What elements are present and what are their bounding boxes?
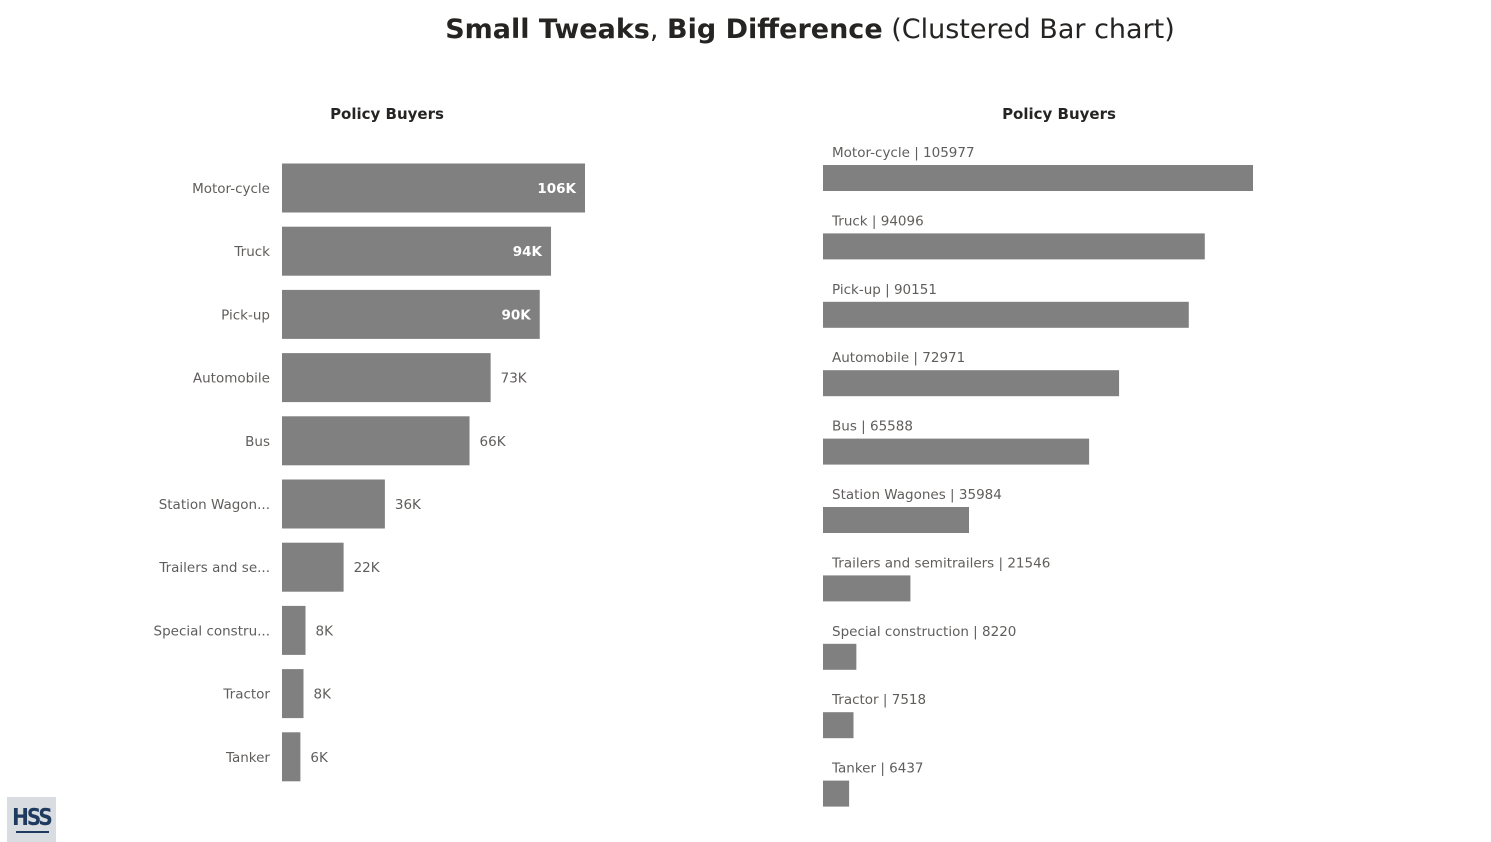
hss-logo: HSS <box>7 797 56 842</box>
logo-text: HSS <box>12 803 53 831</box>
bar <box>282 732 301 782</box>
data-label: 94K <box>513 244 543 260</box>
data-label: Tractor | 7518 <box>831 692 926 708</box>
page-title: Small Tweaks, Big Difference (Clustered … <box>0 14 1491 45</box>
bar <box>823 780 850 807</box>
data-label: 106K <box>537 181 576 197</box>
data-label: 73K <box>501 371 528 387</box>
category-label: Tractor <box>222 687 270 703</box>
data-label: Motor-cycle | 105977 <box>832 145 975 161</box>
data-label: Special construction | 8220 <box>832 624 1016 640</box>
category-label: Bus <box>245 434 270 450</box>
data-label: Automobile | 72971 <box>832 350 965 366</box>
bar <box>823 438 1090 465</box>
category-label: Trailers and se... <box>158 560 270 576</box>
data-label: Trailers and semitrailers | 21546 <box>831 555 1050 571</box>
category-label: Pick-up <box>221 307 270 323</box>
left-bar-chart: Policy Buyers Motor-cycle 106K Truck 94K Pick… <box>154 105 585 782</box>
data-label: 66K <box>480 434 507 450</box>
bar <box>823 643 857 670</box>
title-part-1: Small Tweaks <box>445 14 650 45</box>
bar <box>282 542 344 592</box>
category-label: Motor-cycle <box>192 181 270 197</box>
category-label: Truck <box>233 244 270 260</box>
data-label: 8K <box>316 623 335 639</box>
bar <box>823 575 911 602</box>
category-label: Automobile <box>193 371 270 387</box>
bar <box>282 669 304 719</box>
bar <box>823 301 1189 328</box>
bar <box>823 165 1253 191</box>
left-chart-title: Policy Buyers <box>330 105 444 123</box>
title-part-2: Big Difference <box>667 14 883 45</box>
logo-underline <box>16 831 49 833</box>
bar <box>282 353 491 403</box>
bar <box>282 289 540 339</box>
data-label: 22K <box>354 560 381 576</box>
bar <box>823 233 1205 260</box>
data-label: 90K <box>502 307 532 323</box>
bar <box>282 479 385 529</box>
data-label: 8K <box>313 687 332 703</box>
data-label: Bus | 65588 <box>832 419 913 435</box>
data-label: 36K <box>395 497 422 513</box>
right-chart-title: Policy Buyers <box>1002 105 1116 123</box>
bar <box>282 605 306 655</box>
title-part-3: (Clustered Bar chart) <box>882 14 1175 45</box>
bar <box>823 370 1120 397</box>
data-label: 6K <box>310 750 329 766</box>
data-label: Pick-up | 90151 <box>832 282 937 298</box>
category-label: Special constru... <box>154 623 270 639</box>
category-label: Tanker <box>225 750 270 766</box>
data-label: Station Wagones | 35984 <box>832 487 1002 503</box>
bar <box>823 712 854 739</box>
data-label: Truck | 94096 <box>831 213 924 229</box>
title-separator: , <box>649 14 668 45</box>
bar <box>823 507 970 533</box>
bar <box>282 226 552 276</box>
bar <box>282 163 585 213</box>
category-label: Station Wagon... <box>159 497 270 513</box>
data-label: Tanker | 6437 <box>831 761 924 777</box>
bar <box>282 416 470 466</box>
